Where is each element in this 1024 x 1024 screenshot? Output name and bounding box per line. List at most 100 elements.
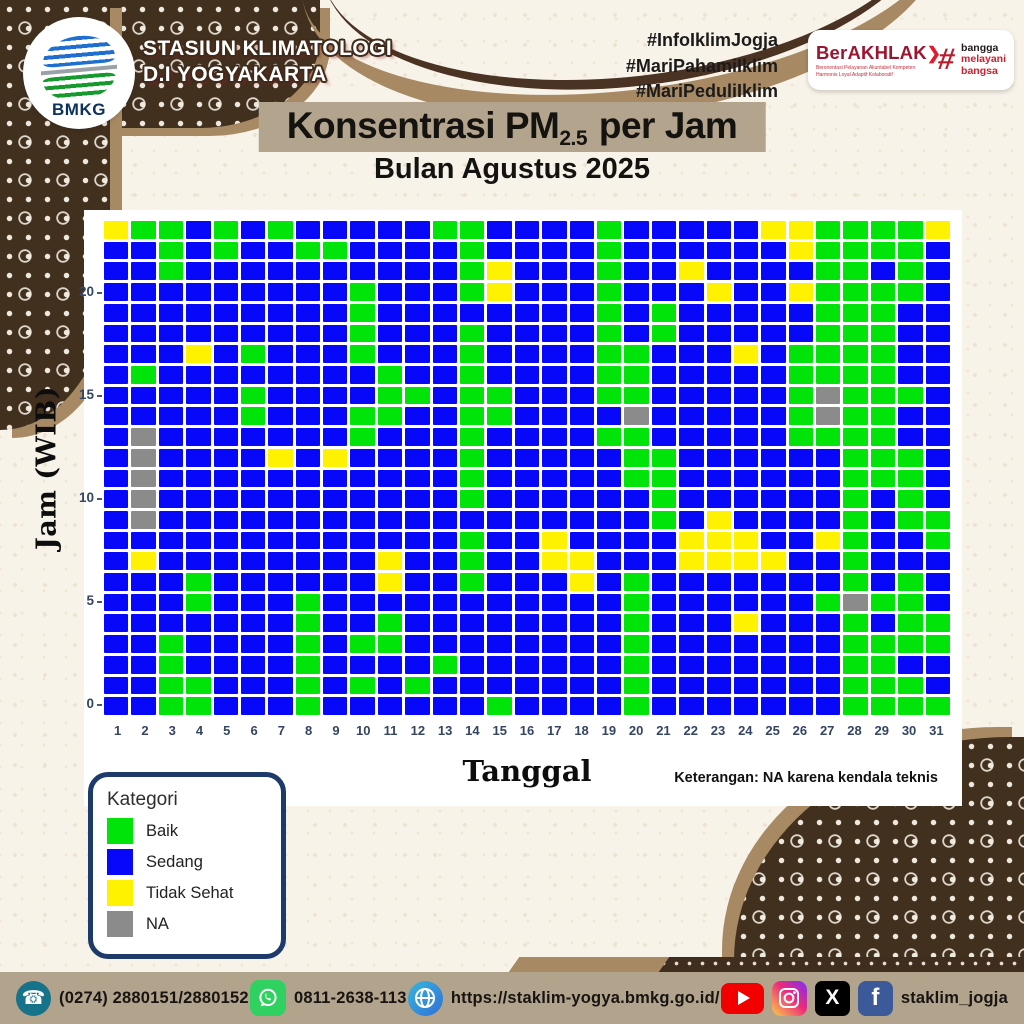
heatmap-cell — [460, 428, 485, 446]
heatmap-cell — [761, 365, 786, 384]
heatmap-cell — [514, 531, 540, 550]
heatmap-cell — [377, 428, 403, 446]
heatmap-cell — [761, 469, 786, 488]
heatmap-cell — [816, 531, 841, 550]
legend-swatch-na — [107, 911, 133, 937]
whatsapp-icon[interactable] — [249, 980, 286, 1016]
x-tick-label: 21 — [656, 723, 671, 738]
heatmap-cell — [843, 531, 868, 550]
heatmap-cell — [624, 655, 649, 674]
heatmap-cell — [405, 303, 430, 322]
x-tick-label: 6 — [250, 723, 258, 738]
heatmap-cell — [733, 386, 759, 405]
heatmap-cell — [569, 614, 594, 633]
heatmap-cell — [487, 573, 512, 591]
heatmap-cell — [651, 531, 677, 550]
heatmap-cell — [788, 469, 814, 488]
heatmap-cell — [596, 324, 622, 343]
heatmap-cell — [268, 221, 293, 239]
x-twitter-icon[interactable]: X — [814, 980, 850, 1016]
facebook-icon[interactable]: f — [857, 980, 893, 1016]
heatmap-cell — [569, 573, 594, 591]
heatmap-cell — [843, 345, 868, 363]
heatmap-cell — [733, 428, 759, 446]
heatmap-cell — [487, 221, 512, 239]
heatmap-cell — [350, 221, 375, 239]
heatmap-cell — [158, 221, 184, 239]
heatmap-cell — [131, 365, 156, 384]
heatmap-cell — [624, 614, 649, 633]
heatmap-cell — [323, 365, 348, 384]
heatmap-cell — [158, 407, 184, 426]
heatmap-cell — [158, 365, 184, 384]
heatmap-cell — [596, 365, 622, 384]
heatmap-cell — [432, 324, 458, 343]
heatmap-cell — [377, 345, 403, 363]
heatmap-cell — [925, 303, 950, 322]
heatmap-cell — [350, 593, 375, 612]
bmkg-logo: BMKG — [26, 20, 132, 126]
heatmap-cell — [925, 635, 950, 653]
heatmap-cell — [131, 386, 156, 405]
heatmap-cell — [432, 407, 458, 426]
heatmap-cell — [377, 386, 403, 405]
heatmap-cell — [432, 573, 458, 591]
heatmap-cell — [295, 428, 321, 446]
heatmap-cell — [816, 241, 841, 260]
hashtag-3: #MariPeduliIklim — [635, 81, 778, 102]
y-tick-mark — [97, 292, 102, 295]
heatmap-cell — [405, 697, 430, 715]
heatmap-cell — [186, 573, 211, 591]
website-url[interactable]: https://staklim-yogya.bmkg.go.id/ — [450, 988, 720, 1007]
heatmap-cell — [596, 614, 622, 633]
heatmap-cell — [213, 283, 238, 301]
heatmap-cell — [569, 490, 594, 508]
heatmap-cell — [213, 324, 238, 343]
x-tick-label: 29 — [874, 723, 889, 738]
heatmap-cell — [706, 676, 731, 695]
heatmap-cell — [104, 241, 129, 260]
heatmap-cell — [761, 552, 786, 571]
legend-label: Sedang — [146, 852, 203, 871]
heatmap-cell — [377, 676, 403, 695]
heatmap-cell — [460, 614, 485, 633]
phone-icon[interactable]: ☎ — [16, 980, 51, 1016]
heatmap-cell — [542, 428, 567, 446]
heatmap-cell — [624, 303, 649, 322]
heatmap-cell — [761, 697, 786, 715]
x-tick-label: 19 — [601, 723, 617, 738]
heatmap-cell — [596, 676, 622, 695]
heatmap-cell — [487, 531, 512, 550]
heatmap-cell — [487, 428, 512, 446]
heatmap-cell — [816, 428, 841, 446]
heatmap-cell — [295, 676, 321, 695]
heatmap-cell — [460, 490, 485, 508]
heatmap-cell — [405, 241, 430, 260]
x-axis-labels: 1 2 3 4 5 6 7 8 9 10 11 12 13 14 15 16 17 18 19 20 21 22 23 24 2… — [104, 723, 950, 738]
heatmap-cell — [706, 324, 731, 343]
heatmap-cell — [405, 262, 430, 281]
heatmap-cell — [350, 241, 375, 260]
heatmap-cell — [158, 303, 184, 322]
instagram-icon[interactable] — [771, 980, 807, 1016]
heatmap-cell — [377, 448, 403, 467]
heatmap-cell — [514, 407, 540, 426]
youtube-icon[interactable] — [720, 982, 764, 1014]
heatmap-cell — [131, 552, 156, 571]
heatmap-cell — [158, 552, 184, 571]
heatmap-cell — [460, 283, 485, 301]
heatmap-cell — [569, 448, 594, 467]
heatmap-cell — [788, 490, 814, 508]
heatmap-cell — [186, 345, 211, 363]
social-handle[interactable]: staklim_jogja — [900, 988, 1008, 1007]
heatmap-cell — [651, 221, 677, 239]
heatmap-cell — [405, 490, 430, 508]
heatmap-cell — [679, 469, 704, 488]
x-tick-label: 20 — [628, 723, 644, 738]
heatmap-cell — [487, 324, 512, 343]
x-tick-label: 7 — [277, 723, 285, 738]
heatmap-cell — [761, 448, 786, 467]
globe-icon[interactable] — [407, 980, 443, 1016]
heatmap-cell — [925, 283, 950, 301]
heatmap-cell — [240, 531, 266, 550]
